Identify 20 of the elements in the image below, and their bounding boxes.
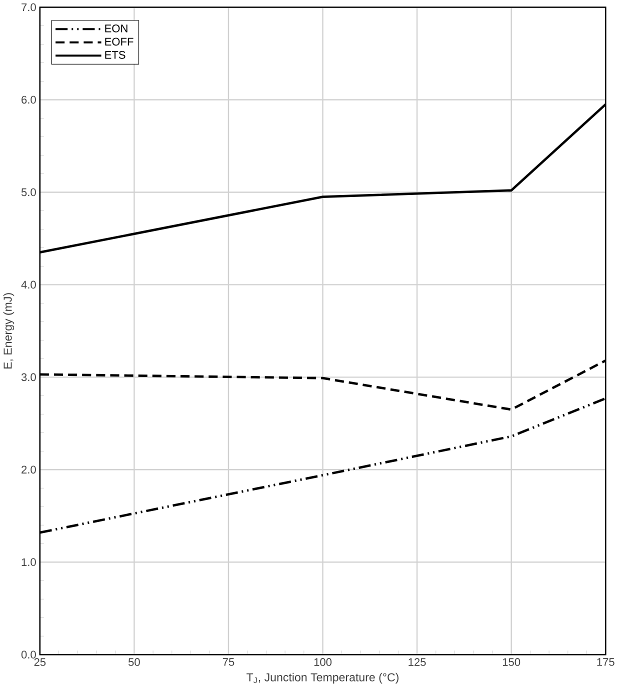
x-tick-label: 75 [222,658,234,666]
x-tick-label: 100 [314,658,332,666]
y-tick-label: 2.0 [21,466,36,474]
x-tick-label: 25 [34,658,46,666]
legend-label: EOFF [105,38,134,46]
legend-label: EON [105,24,128,32]
y-axis-title: E, Energy (mJ) [3,293,14,368]
x-tick-label: 125 [408,658,426,666]
y-tick-label: 7.0 [21,3,36,12]
y-tick-label: 5.0 [21,188,36,196]
y-tick-label: 3.0 [21,373,36,382]
x-axis-title: T$_{J}$, Junction Temperature (°C) [246,672,398,684]
x-tick-label: 150 [502,658,520,666]
y-tick-label: 1.0 [22,558,36,566]
x-tick-label: 175 [597,658,614,666]
y-tick-label: 0.0 [21,650,36,659]
y-tick-label: 6.0 [21,96,36,104]
y-tick-label: 4.0 [21,280,36,289]
x-tick-label: 50 [128,658,140,666]
legend-label: ETS [105,51,126,59]
